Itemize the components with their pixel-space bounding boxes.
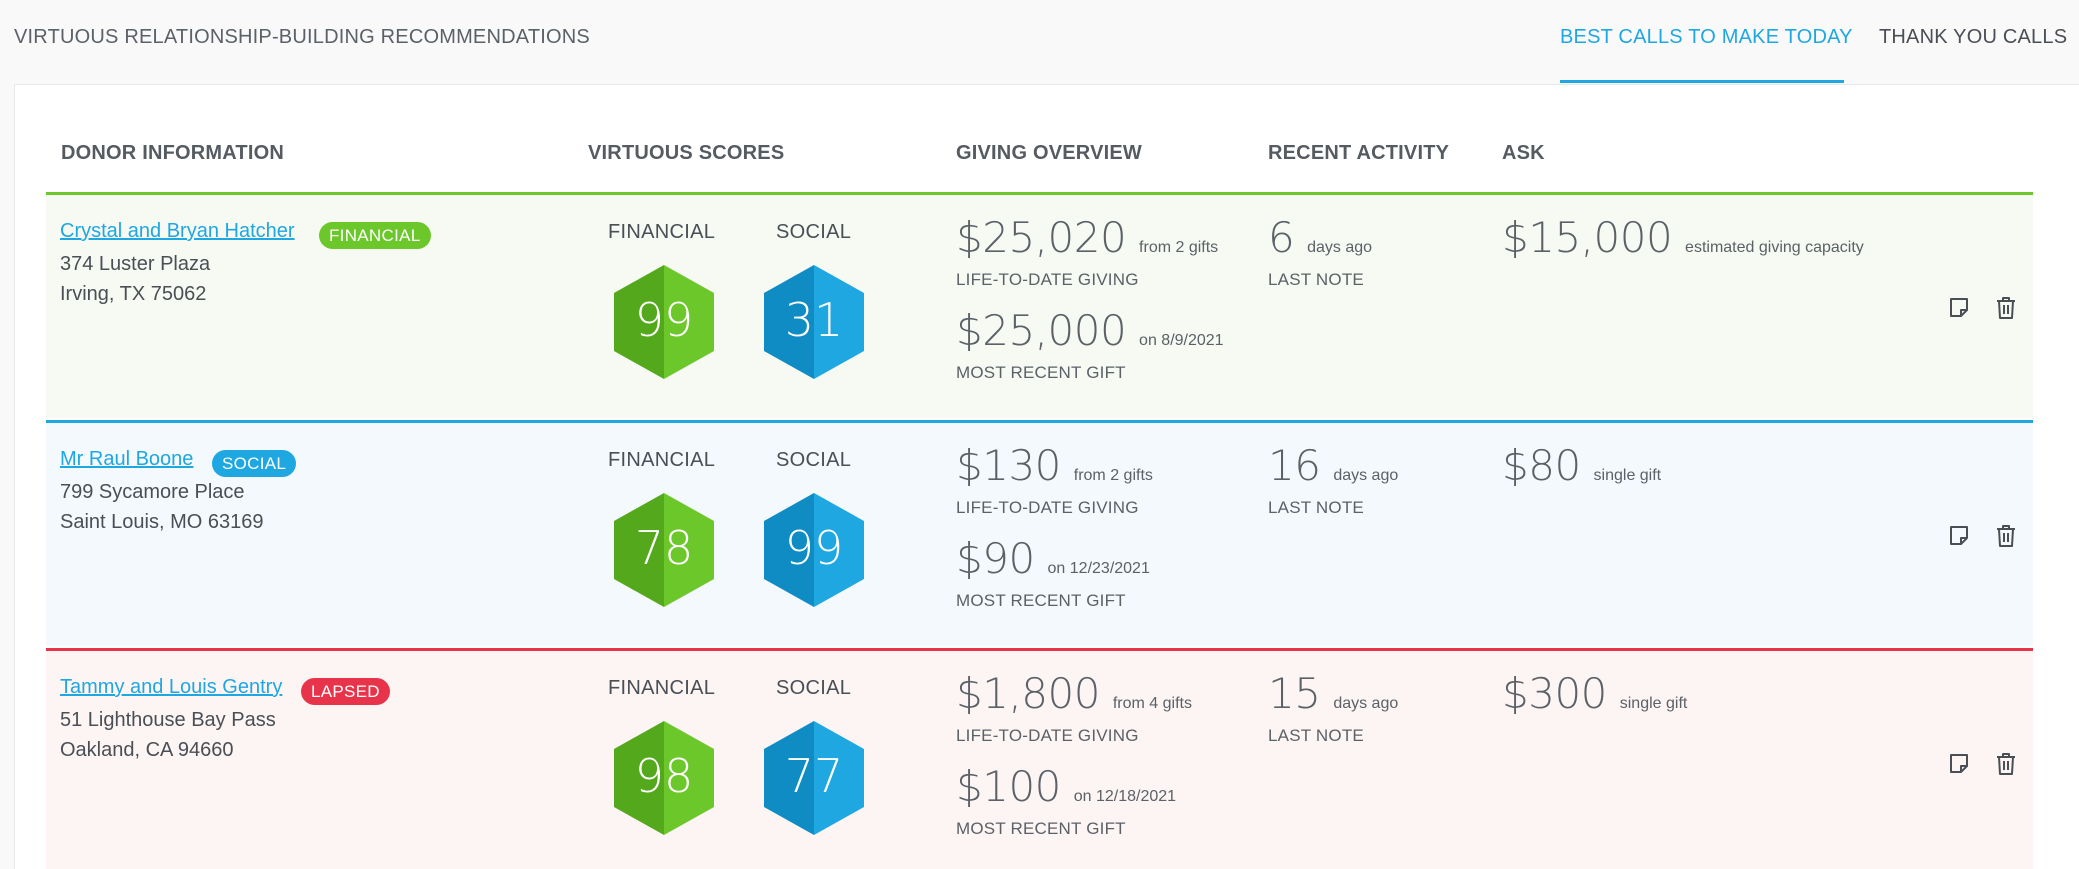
donor-row: Crystal and Bryan Hatcher FINANCIAL 374 … xyxy=(46,192,2033,418)
lifetime-giving-amount: $1,800 from 4 gifts xyxy=(956,669,1192,718)
address-line-2: Oakland, CA 94660 xyxy=(60,739,234,761)
financial-score-value: 78 xyxy=(634,521,694,575)
last-note-unit: days ago xyxy=(1307,239,1373,256)
last-note-value: 15 days ago xyxy=(1268,669,1399,718)
lifetime-giving-caption: LIFE-TO-DATE GIVING xyxy=(956,726,1139,745)
recent-gift-caption: MOST RECENT GIFT xyxy=(956,819,1126,838)
top-bar: VIRTUOUS RELATIONSHIP-BUILDING RECOMMEND… xyxy=(0,0,2079,84)
ask-note: single gift xyxy=(1619,695,1688,712)
ask-amount: $80 single gift xyxy=(1502,441,1662,490)
social-score-label: SOCIAL xyxy=(776,677,852,699)
financial-score-label: FINANCIAL xyxy=(608,221,716,243)
address-line-2: Saint Louis, MO 63169 xyxy=(60,511,264,533)
column-header-scores: VIRTUOUS SCORES xyxy=(588,142,785,164)
lifetime-giving-note: from 2 gifts xyxy=(1073,467,1153,484)
last-note-caption: LAST NOTE xyxy=(1268,726,1364,745)
recent-gift-date: on 12/18/2021 xyxy=(1073,788,1177,805)
address-line-1: 374 Luster Plaza xyxy=(60,253,211,275)
recent-gift-date: on 8/9/2021 xyxy=(1139,332,1224,349)
lifetime-giving-caption: LIFE-TO-DATE GIVING xyxy=(956,270,1139,289)
recent-gift-amount: $25,000 on 8/9/2021 xyxy=(956,306,1224,355)
last-note-caption: LAST NOTE xyxy=(1268,498,1364,517)
financial-score-hexagon: 98 xyxy=(614,721,714,835)
status-badge: SOCIAL xyxy=(212,450,297,477)
financial-score-hexagon: 99 xyxy=(614,265,714,379)
lifetime-giving-amount: $130 from 2 gifts xyxy=(956,441,1153,490)
status-badge: LAPSED xyxy=(301,678,390,705)
donor-row: Tammy and Louis Gentry LAPSED 51 Lightho… xyxy=(46,648,2033,869)
address-line-1: 799 Sycamore Place xyxy=(60,481,245,503)
last-note-value: 6 days ago xyxy=(1268,213,1373,262)
financial-score-label: FINANCIAL xyxy=(608,677,716,699)
financial-score-value: 98 xyxy=(634,749,694,803)
trash-icon[interactable] xyxy=(1994,296,2018,320)
ask-amount: $300 single gift xyxy=(1502,669,1688,718)
lifetime-giving-note: from 2 gifts xyxy=(1139,239,1219,256)
trash-icon[interactable] xyxy=(1994,752,2018,776)
last-note-caption: LAST NOTE xyxy=(1268,270,1364,289)
ask-amount: $15,000 estimated giving capacity xyxy=(1502,213,1864,262)
lifetime-giving-note: from 4 gifts xyxy=(1112,695,1192,712)
column-header-activity: RECENT ACTIVITY xyxy=(1268,142,1450,164)
note-icon[interactable] xyxy=(1947,524,1971,548)
ask-note: single gift xyxy=(1593,467,1662,484)
tab-thank-you-calls[interactable]: THANK YOU CALLS xyxy=(1879,26,2068,48)
recent-gift-caption: MOST RECENT GIFT xyxy=(956,591,1126,610)
note-icon[interactable] xyxy=(1947,752,1971,776)
last-note-value: 16 days ago xyxy=(1268,441,1399,490)
donor-name-link[interactable]: Crystal and Bryan Hatcher xyxy=(60,220,295,242)
social-score-label: SOCIAL xyxy=(776,221,852,243)
address-line-2: Irving, TX 75062 xyxy=(60,283,207,305)
trash-icon[interactable] xyxy=(1994,524,2018,548)
note-icon[interactable] xyxy=(1947,296,1971,320)
recent-gift-date: on 12/23/2021 xyxy=(1047,560,1150,577)
social-score-value: 99 xyxy=(784,521,844,575)
social-score-value: 77 xyxy=(784,749,844,803)
social-score-value: 31 xyxy=(784,293,844,347)
column-header-ask: ASK xyxy=(1502,142,1545,164)
lifetime-giving-caption: LIFE-TO-DATE GIVING xyxy=(956,498,1139,517)
ask-note: estimated giving capacity xyxy=(1685,239,1864,256)
social-score-hexagon: 77 xyxy=(764,721,864,835)
financial-score-value: 99 xyxy=(634,293,694,347)
tab-best-calls[interactable]: BEST CALLS TO MAKE TODAY xyxy=(1560,26,1853,48)
status-badge: FINANCIAL xyxy=(319,222,431,249)
social-score-label: SOCIAL xyxy=(776,449,852,471)
social-score-hexagon: 99 xyxy=(764,493,864,607)
last-note-unit: days ago xyxy=(1333,695,1399,712)
financial-score-label: FINANCIAL xyxy=(608,449,716,471)
donor-name-link[interactable]: Tammy and Louis Gentry xyxy=(60,676,283,698)
recent-gift-caption: MOST RECENT GIFT xyxy=(956,363,1126,382)
address-line-1: 51 Lighthouse Bay Pass xyxy=(60,709,276,731)
active-tab-indicator xyxy=(1560,80,1844,83)
lifetime-giving-amount: $25,020 from 2 gifts xyxy=(956,213,1219,262)
last-note-unit: days ago xyxy=(1333,467,1399,484)
page-title: VIRTUOUS RELATIONSHIP-BUILDING RECOMMEND… xyxy=(14,26,590,48)
column-header-giving: GIVING OVERVIEW xyxy=(956,142,1142,164)
column-header-donor: DONOR INFORMATION xyxy=(61,142,285,164)
donor-name-link[interactable]: Mr Raul Boone xyxy=(60,448,194,470)
social-score-hexagon: 31 xyxy=(764,265,864,379)
financial-score-hexagon: 78 xyxy=(614,493,714,607)
donor-row: Mr Raul Boone SOCIAL 799 Sycamore Place … xyxy=(46,420,2033,646)
recent-gift-amount: $90 on 12/23/2021 xyxy=(956,534,1150,583)
recent-gift-amount: $100 on 12/18/2021 xyxy=(956,762,1177,811)
